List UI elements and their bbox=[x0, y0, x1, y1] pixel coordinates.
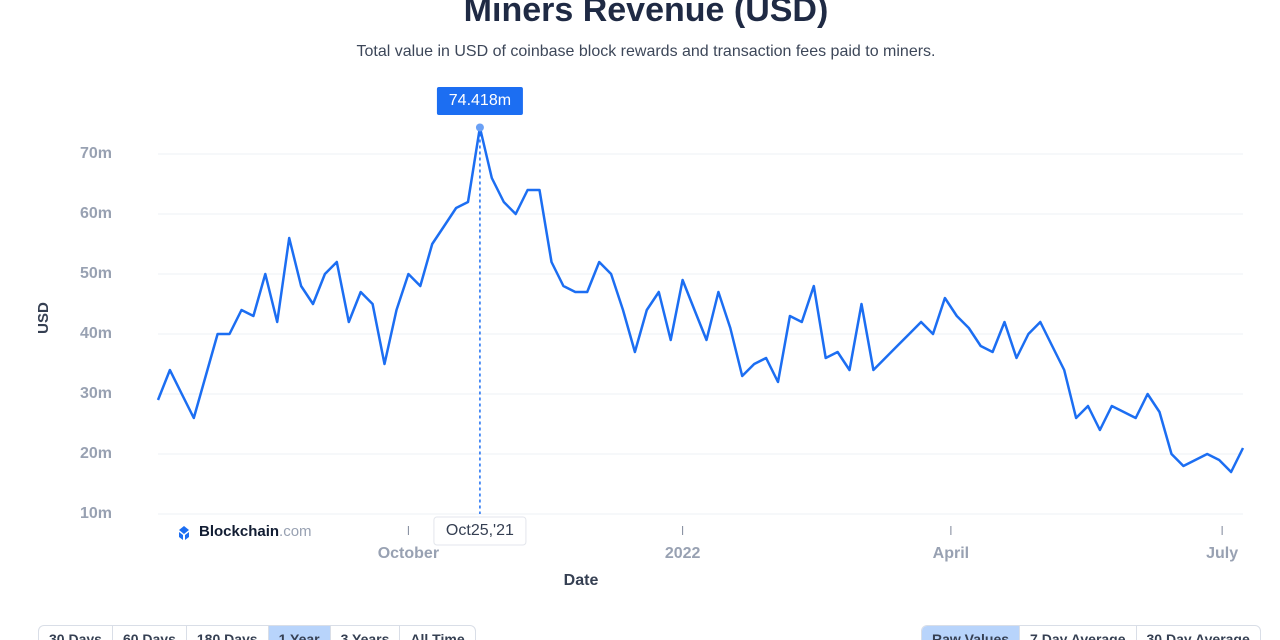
toggle-button[interactable]: Raw Values bbox=[922, 626, 1021, 640]
svg-text:Blockchain.com: Blockchain.com bbox=[199, 523, 312, 540]
y-tick-label: 70m bbox=[80, 145, 112, 162]
chart-subtitle: Total value in USD of coinbase block rew… bbox=[357, 43, 936, 60]
y-axis-label: USD bbox=[35, 302, 52, 334]
chart-title: Miners Revenue (USD) bbox=[464, 0, 829, 29]
x-tick-label: October bbox=[378, 545, 439, 562]
toggle-button[interactable]: 30 Day Average bbox=[1146, 631, 1250, 640]
toggle-button[interactable]: All Time bbox=[410, 631, 465, 640]
y-tick-label: 10m bbox=[80, 505, 112, 522]
line-series bbox=[156, 126, 1245, 474]
tooltip-box bbox=[436, 87, 523, 115]
toggle-button[interactable]: 60 Days bbox=[113, 626, 187, 640]
x-tick-label: April bbox=[933, 545, 969, 562]
highlight-point bbox=[475, 123, 484, 132]
y-tick-label: 50m bbox=[80, 265, 112, 282]
brand-name: Blockchain bbox=[199, 523, 279, 540]
y-tick-label: 60m bbox=[80, 205, 112, 222]
toggle-button[interactable]: 30 Days bbox=[39, 626, 113, 640]
toggle-button[interactable]: 7 Day Average bbox=[1020, 626, 1137, 640]
x-tick-label: July bbox=[1206, 545, 1238, 562]
toggle-button[interactable]: 180 Days bbox=[187, 626, 269, 640]
range-selector: 30 Days 60 Days 180 Days 1 Year 3 Years All T… bbox=[38, 625, 476, 640]
brand-suffix: .com bbox=[279, 523, 312, 540]
toggle-button[interactable]: 3 Years bbox=[331, 626, 401, 640]
y-tick-label: 40m bbox=[80, 325, 112, 342]
x-axis-label: Date bbox=[564, 572, 599, 589]
toggle-button[interactable]: 1 Year bbox=[268, 626, 331, 640]
x-tooltip-label: Oct25,'21 bbox=[446, 522, 514, 539]
mode-selector: Raw Values 7 Day Average 30 Day Average bbox=[921, 625, 1261, 640]
brand-logo bbox=[179, 526, 189, 540]
x-tick-label: 2022 bbox=[665, 545, 701, 562]
tooltip-value: 74.418m bbox=[449, 92, 511, 109]
x-tooltip-box bbox=[433, 516, 527, 546]
y-tick-label: 30m bbox=[80, 385, 112, 402]
y-tick-label: 20m bbox=[80, 445, 112, 462]
